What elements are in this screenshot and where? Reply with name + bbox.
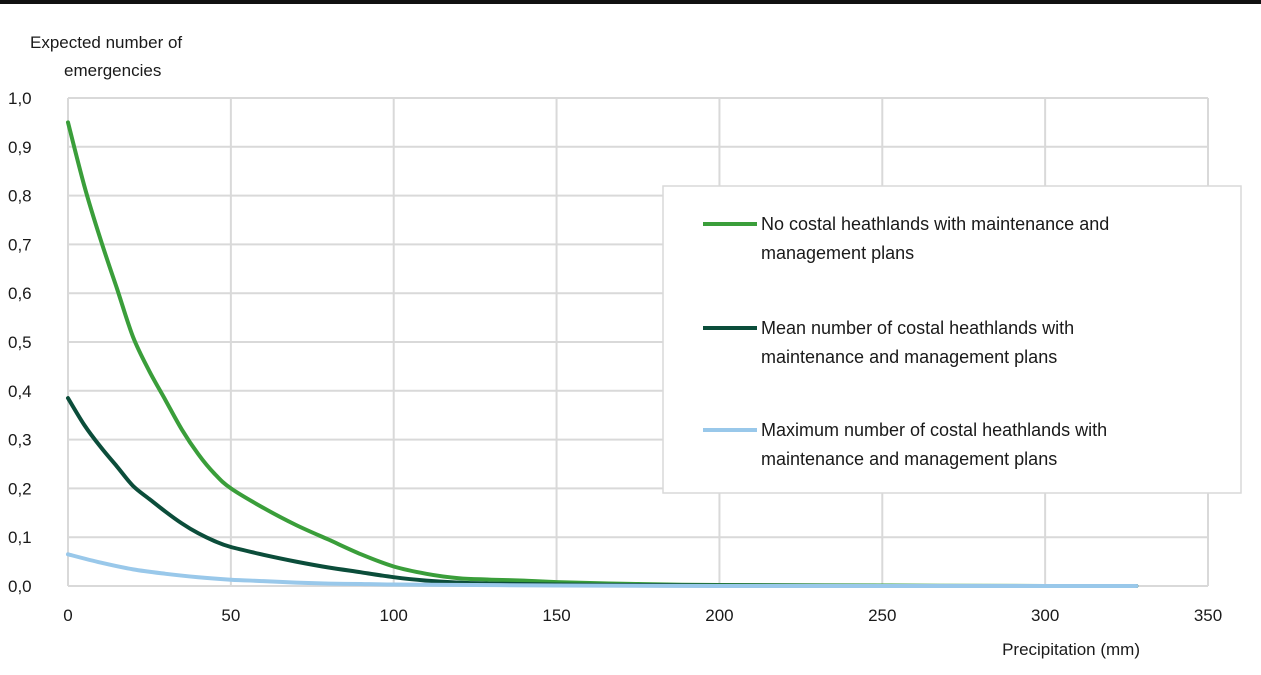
top-rule: [0, 0, 1261, 4]
y-axis-ticks: 0,0 0,1 0,2 0,3 0,4 0,5 0,6 0,7 0,8 0,9 1,0: [8, 89, 32, 596]
y-tick-label: 0,0: [8, 577, 32, 596]
y-axis-title-line-2: emergencies: [64, 61, 161, 80]
y-tick-label: 0,2: [8, 479, 32, 498]
y-tick-label: 0,5: [8, 333, 32, 352]
legend-label: management plans: [761, 243, 914, 263]
legend-label: Mean number of costal heathlands with: [761, 318, 1074, 338]
legend-label: maintenance and management plans: [761, 347, 1057, 367]
x-tick-label: 100: [380, 606, 408, 625]
y-tick-label: 0,4: [8, 382, 32, 401]
y-tick-label: 0,9: [8, 138, 32, 157]
series-lines: [66, 120, 1139, 589]
y-tick-label: 0,7: [8, 235, 32, 254]
x-axis-title: Precipitation (mm): [1002, 640, 1140, 659]
x-axis-ticks: 0 50 100 150 200 250 300 350: [63, 606, 1222, 625]
series-line-3: [66, 552, 1139, 589]
legend-box: [662, 185, 1242, 494]
y-tick-label: 0,6: [8, 284, 32, 303]
y-tick-label: 0,1: [8, 528, 32, 547]
x-tick-label: 300: [1031, 606, 1059, 625]
legend-label: maintenance and management plans: [761, 449, 1057, 469]
y-axis-title-line-1: Expected number of: [30, 33, 182, 52]
x-tick-label: 50: [221, 606, 240, 625]
x-tick-label: 250: [868, 606, 896, 625]
legend: No costal heathlands with maintenance an…: [662, 185, 1242, 494]
y-tick-label: 0,3: [8, 431, 32, 450]
x-tick-label: 0: [63, 606, 72, 625]
legend-label: Maximum number of costal heathlands with: [761, 420, 1107, 440]
legend-label: No costal heathlands with maintenance an…: [761, 214, 1109, 234]
x-tick-label: 350: [1194, 606, 1222, 625]
y-tick-label: 1,0: [8, 89, 32, 108]
x-tick-label: 200: [705, 606, 733, 625]
x-tick-label: 150: [542, 606, 570, 625]
y-tick-label: 0,8: [8, 187, 32, 206]
